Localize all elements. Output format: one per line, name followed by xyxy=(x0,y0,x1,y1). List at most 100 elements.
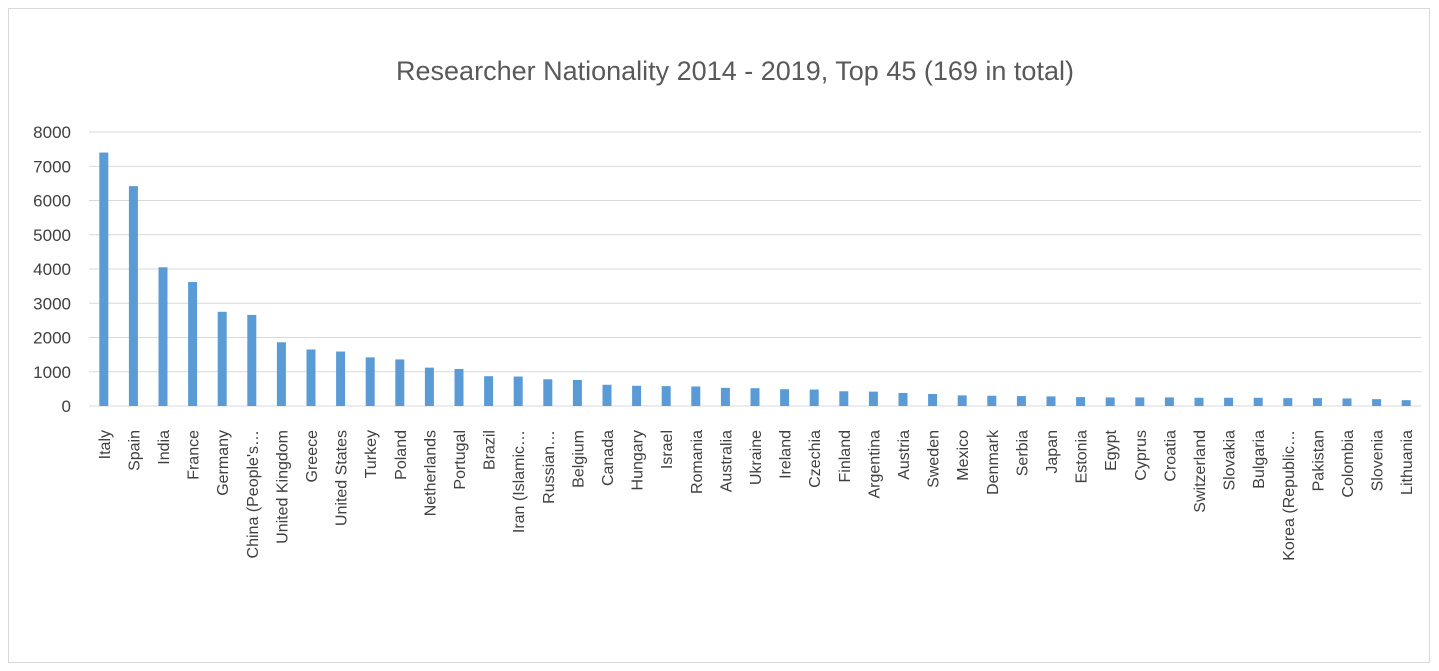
x-tick-label: Turkey xyxy=(363,430,380,478)
bar xyxy=(217,311,227,406)
bars xyxy=(99,152,1411,406)
bar xyxy=(1372,399,1382,406)
bar xyxy=(1046,396,1056,406)
bar xyxy=(1253,397,1263,406)
bar xyxy=(928,394,938,406)
bar xyxy=(898,392,908,406)
bar xyxy=(1076,397,1086,406)
bar xyxy=(987,395,997,406)
y-tick-label: 2000 xyxy=(33,329,71,348)
x-tick-label: Bulgaria xyxy=(1251,430,1268,489)
y-tick-label: 4000 xyxy=(33,260,71,279)
x-tick-label: Slovakia xyxy=(1222,430,1239,491)
bar-chart: Researcher Nationality 2014 - 2019, Top … xyxy=(33,56,1421,561)
y-tick-label: 1000 xyxy=(33,363,71,382)
bar xyxy=(1283,398,1293,406)
x-tick-label: Switzerland xyxy=(1192,430,1209,513)
x-tick-label: Hungary xyxy=(630,430,647,490)
chart-title: Researcher Nationality 2014 - 2019, Top … xyxy=(396,56,1074,86)
x-axis: Italy Spain India France Germany China (Peopl… xyxy=(97,429,1416,561)
bar xyxy=(128,186,138,406)
bar xyxy=(661,386,671,406)
bar xyxy=(957,395,967,406)
x-tick-label: China (People's… xyxy=(245,430,262,558)
x-tick-label: Argentina xyxy=(866,430,883,499)
x-tick-label: Greece xyxy=(304,430,321,483)
bar xyxy=(691,386,701,406)
bar xyxy=(336,351,346,406)
x-tick-label: Czechia xyxy=(807,430,824,488)
bar xyxy=(424,367,434,406)
x-tick-label: Slovenia xyxy=(1370,430,1387,491)
x-tick-label: Estonia xyxy=(1074,430,1091,483)
bar xyxy=(632,385,642,406)
bar xyxy=(868,391,878,406)
x-tick-label: Spain xyxy=(126,430,143,471)
gridlines xyxy=(89,131,1421,407)
bar xyxy=(158,267,168,406)
x-tick-label: United States xyxy=(334,430,351,526)
bar xyxy=(780,389,790,406)
x-tick-label: Lithuania xyxy=(1399,430,1416,495)
bar xyxy=(1401,400,1411,406)
x-tick-label: Germany xyxy=(215,430,232,496)
x-tick-label: Finland xyxy=(837,430,854,482)
bar xyxy=(484,376,494,406)
x-tick-label: Iran (Islamic… xyxy=(511,430,528,533)
bar xyxy=(1135,397,1145,406)
bar xyxy=(839,391,849,406)
x-tick-label: Netherlands xyxy=(422,430,439,516)
bar xyxy=(1164,397,1174,406)
y-tick-label: 6000 xyxy=(33,192,71,211)
x-tick-label: Brazil xyxy=(482,430,499,470)
bar xyxy=(513,376,523,406)
x-tick-label: Korea (Republic… xyxy=(1281,430,1298,561)
bar xyxy=(1016,396,1026,406)
x-tick-label: Russian… xyxy=(541,430,558,504)
x-tick-label: France xyxy=(186,430,203,480)
x-tick-label: Australia xyxy=(718,430,735,492)
bar xyxy=(1194,397,1204,406)
x-tick-label: Italy xyxy=(97,430,114,459)
bar xyxy=(809,389,819,406)
x-tick-label: Ukraine xyxy=(748,430,765,485)
x-tick-label: Sweden xyxy=(926,430,943,488)
x-tick-label: Pakistan xyxy=(1310,430,1327,491)
bar xyxy=(188,282,198,406)
y-tick-label: 3000 xyxy=(33,294,71,313)
bar xyxy=(99,152,109,406)
y-tick-label: 8000 xyxy=(33,123,71,142)
x-tick-label: Mexico xyxy=(955,430,972,481)
bar xyxy=(1105,397,1115,406)
x-tick-label: Austria xyxy=(896,430,913,480)
bar xyxy=(1342,398,1352,406)
x-tick-label: Denmark xyxy=(985,429,1002,495)
x-tick-label: Belgium xyxy=(570,430,587,488)
chart-frame: Researcher Nationality 2014 - 2019, Top … xyxy=(8,8,1430,663)
x-tick-label: Egypt xyxy=(1103,429,1120,470)
bar xyxy=(1224,397,1234,406)
x-tick-label: Portugal xyxy=(452,430,469,490)
bar xyxy=(543,379,553,406)
x-tick-label: Japan xyxy=(1044,430,1061,474)
x-tick-label: Romania xyxy=(689,430,706,494)
bar xyxy=(1312,398,1322,406)
bar xyxy=(750,388,760,406)
x-tick-label: Colombia xyxy=(1340,430,1357,498)
y-tick-label: 7000 xyxy=(33,157,71,176)
x-tick-label: Cyprus xyxy=(1133,430,1150,481)
y-tick-label: 0 xyxy=(62,397,71,416)
bar xyxy=(454,369,464,406)
bar xyxy=(720,387,730,406)
x-tick-label: Israel xyxy=(659,430,676,469)
y-axis: 0 1000 2000 3000 4000 5000 6000 7000 8000 xyxy=(33,123,71,416)
bar xyxy=(602,384,612,406)
x-tick-label: Croatia xyxy=(1162,430,1179,482)
x-tick-label: Serbia xyxy=(1014,430,1031,476)
bar xyxy=(572,379,582,406)
bar xyxy=(365,357,375,406)
x-tick-label: Canada xyxy=(600,430,617,486)
bar xyxy=(395,359,405,406)
x-tick-label: India xyxy=(156,430,173,465)
x-tick-label: Ireland xyxy=(778,430,795,479)
